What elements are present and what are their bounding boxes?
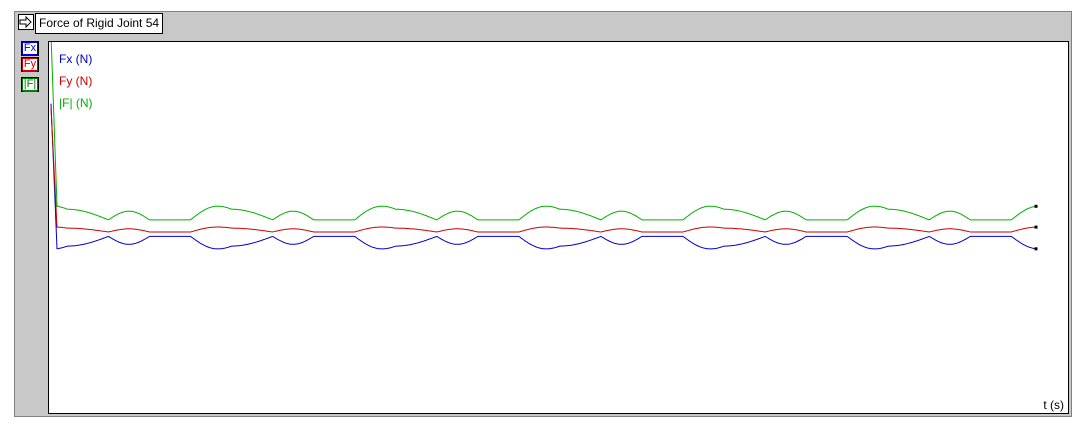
legend-fx: Fx (N) <box>59 52 93 66</box>
chart-title-tab[interactable]: Force of Rigid Joint 54 <box>35 13 164 34</box>
f-magnitude-series-button-label: |F| <box>23 78 37 92</box>
series-end-marker[interactable] <box>1034 225 1038 229</box>
fy-series-button-label: Fy <box>23 58 37 72</box>
legend-f-magnitude: |F| (N) <box>59 96 93 110</box>
fx-series-button[interactable]: Fx <box>21 41 39 56</box>
fy-series-button[interactable]: Fy <box>21 57 39 72</box>
series-line-fx <box>50 103 1037 250</box>
toolbar: Force of Rigid Joint 54 <box>15 12 1071 40</box>
right-arrow-icon[interactable] <box>18 14 34 30</box>
chart-window: Force of Rigid Joint 54 Fx Fy |F| Fx (N)… <box>14 11 1072 417</box>
series-line-fy <box>50 108 1036 233</box>
series-line-f-magnitude <box>50 42 1037 221</box>
fx-series-button-label: Fx <box>23 42 37 56</box>
f-magnitude-series-button[interactable]: |F| <box>21 77 39 92</box>
plot-area: Fx (N) Fy (N) |F| (N) t (s) <box>48 41 1069 414</box>
series-toolbar: Fx Fy |F| <box>15 40 48 416</box>
legend-fy: Fy (N) <box>59 74 93 88</box>
series-end-marker[interactable] <box>1034 247 1038 251</box>
legend: Fx (N) Fy (N) |F| (N) <box>59 48 93 114</box>
series-end-marker[interactable] <box>1034 204 1038 208</box>
chart-canvas <box>50 42 1038 251</box>
x-axis-label: t (s) <box>1043 398 1064 412</box>
